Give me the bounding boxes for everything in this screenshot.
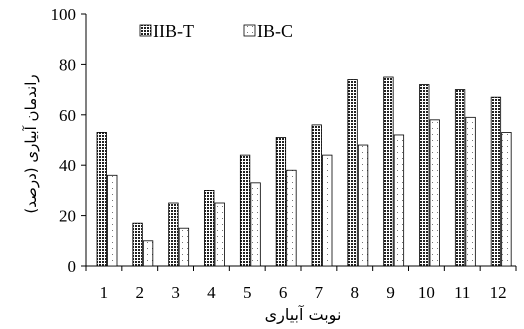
- bar-iib-t-9: [383, 76, 394, 267]
- y-tick-label: 80: [59, 55, 76, 74]
- bar-iib-t-8: [347, 79, 358, 267]
- x-tick-labels: 1 2 3 4 5 6 7 8 9 10 11 12: [100, 283, 507, 302]
- x-tick-label: 6: [279, 283, 288, 302]
- bar-ib-c-8: [357, 144, 369, 267]
- bar-iib-t-7: [311, 124, 322, 267]
- x-tick-label: 2: [136, 283, 145, 302]
- bar-ib-c-4: [214, 202, 225, 267]
- y-tick-label: 60: [59, 106, 76, 125]
- y-tick-label: 0: [68, 257, 77, 276]
- legend-label: IIB-T: [153, 21, 194, 41]
- x-tick-label: 11: [454, 283, 470, 302]
- legend-label: IB-C: [257, 21, 293, 41]
- x-tick-label: 10: [418, 283, 435, 302]
- bar-ib-c-9: [393, 134, 405, 267]
- bar-iib-t-3: [168, 202, 179, 267]
- bar-ib-c-2: [142, 240, 154, 267]
- x-tick-label: 3: [171, 283, 180, 302]
- chart-legend: IIB-T IB-C: [139, 21, 293, 41]
- bar-ib-c-12: [501, 132, 512, 267]
- bar-ib-c-11: [465, 116, 476, 267]
- bar-ib-c-1: [107, 174, 118, 267]
- legend-swatch-iib-t: [139, 24, 152, 37]
- bar-iib-t-12: [490, 96, 502, 267]
- y-axis-label: راندمان آبیاری (درصد): [22, 74, 40, 213]
- x-tick-label: 12: [490, 283, 507, 302]
- bar-iib-t-5: [239, 154, 251, 267]
- x-tick-label: 1: [100, 283, 109, 302]
- bar-iib-t-6: [275, 137, 287, 267]
- bar-ib-c-10: [429, 119, 440, 267]
- bar-iib-t-2: [132, 222, 143, 267]
- y-tick-labels: 0 20 40 60 80 100: [51, 5, 77, 276]
- bar-ib-c-7: [322, 154, 333, 267]
- legend-swatch-ib-c: [243, 24, 256, 37]
- y-tick-label: 20: [59, 207, 76, 226]
- bar-iib-t-1: [96, 132, 107, 267]
- y-tick-label: 40: [59, 156, 76, 175]
- x-tick-label: 7: [315, 283, 324, 302]
- bar-iib-t-4: [204, 189, 215, 267]
- x-axis-label: نوبت آبیاری: [265, 305, 342, 325]
- bar-ib-c-6: [286, 169, 297, 267]
- bar-ib-c-3: [178, 227, 190, 267]
- bar-iib-t-11: [454, 89, 466, 267]
- bar-iib-t-10: [419, 84, 430, 267]
- chart-axes: [81, 13, 517, 271]
- chart-bars: [96, 76, 512, 267]
- x-tick-label: 8: [351, 283, 360, 302]
- x-tick-label: 4: [207, 283, 216, 302]
- y-tick-label: 100: [51, 5, 77, 24]
- bar-ib-c-5: [250, 182, 261, 267]
- x-tick-label: 5: [243, 283, 252, 302]
- x-tick-label: 9: [386, 283, 395, 302]
